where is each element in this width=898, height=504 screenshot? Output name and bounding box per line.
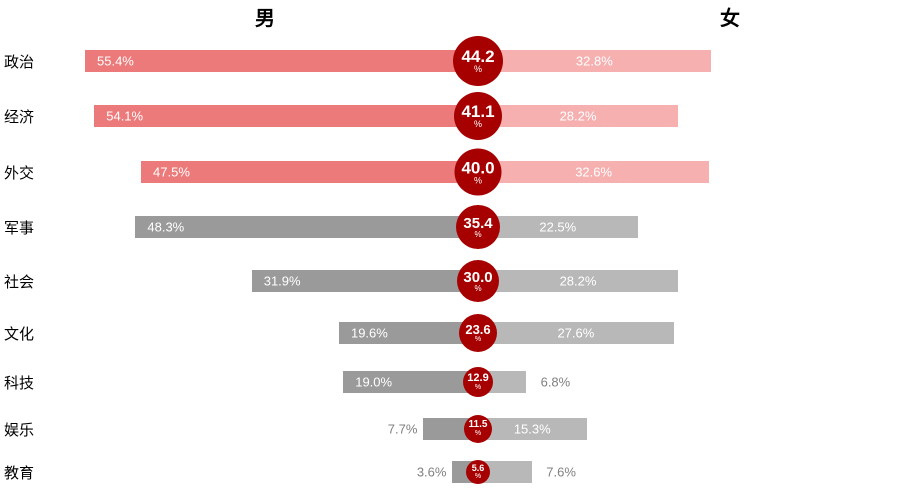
category-label: 外交 (4, 162, 34, 183)
center-value: 44.2 (461, 48, 494, 65)
percent-sign: % (474, 120, 482, 129)
rows: 政治 55.4% 32.8% 44.2% 经济 54.1% 28.2% 41.1% 外交 47.5… (0, 0, 898, 504)
bar-male: 55.4% (85, 50, 478, 72)
bar-female-label: 6.8% (541, 374, 571, 389)
bar-male-label: 7.7% (388, 421, 424, 436)
percent-sign: % (474, 285, 481, 293)
bar-male-label: 3.6% (417, 465, 453, 480)
bar-female: 27.6% (478, 322, 674, 344)
center-circle: 5.6% (466, 460, 490, 484)
center-circle: 30.0% (457, 260, 499, 302)
bar-male: 47.5% (141, 161, 478, 183)
percent-sign: % (475, 384, 481, 391)
bar-male-label: 19.6% (351, 325, 388, 340)
percent-sign: % (474, 231, 481, 239)
percent-sign: % (475, 336, 481, 343)
bar-male-label: 55.4% (97, 54, 134, 69)
center-circle: 44.2% (453, 36, 503, 86)
center-value: 41.1 (461, 103, 494, 120)
bar-male: 54.1% (94, 105, 478, 127)
bar-male: 19.0% (343, 371, 478, 393)
bar-male: 48.3% (135, 216, 478, 238)
percent-sign: % (475, 430, 481, 437)
category-label: 科技 (4, 372, 34, 393)
diverging-bar-chart: 男 女 政治55.4%32.8%44.2%经济54.1%28.2%41.1%外交… (0, 0, 898, 504)
bar-female: 28.2% (478, 105, 678, 127)
category-label: 文化 (4, 323, 34, 344)
bar-male-label: 48.3% (147, 220, 184, 235)
center-value: 30.0 (463, 270, 492, 285)
bar-female-label: 32.6% (575, 165, 612, 180)
bar-female-label: 27.6% (557, 325, 594, 340)
bar-female: 22.5% (478, 216, 638, 238)
center-value: 12.9 (467, 373, 488, 384)
center-value: 23.6 (465, 323, 490, 336)
bar-female-label: 32.8% (576, 54, 613, 69)
bar-male-label: 31.9% (264, 274, 301, 289)
bar-male-label: 47.5% (153, 165, 190, 180)
center-circle: 12.9% (463, 367, 493, 397)
center-value: 5.6 (472, 464, 485, 473)
bar-female: 28.2% (478, 270, 678, 292)
bar-female: 32.8% (478, 50, 711, 72)
bar-female-label: 28.2% (560, 109, 597, 124)
category-label: 军事 (4, 217, 34, 238)
bar-female: 32.6% (478, 161, 709, 183)
percent-sign: % (474, 65, 482, 74)
center-circle: 35.4% (456, 205, 500, 249)
center-circle: 23.6% (459, 314, 497, 352)
bar-female: 15.3% (478, 418, 587, 440)
center-value: 35.4 (463, 216, 492, 231)
center-value: 40.0 (461, 159, 494, 176)
center-circle: 11.5% (464, 415, 492, 443)
center-value: 11.5 (469, 420, 488, 430)
bar-male-label: 54.1% (106, 109, 143, 124)
bar-female-label: 15.3% (514, 421, 551, 436)
bar-male: 19.6% (339, 322, 478, 344)
bar-female-label: 22.5% (539, 220, 576, 235)
percent-sign: % (474, 176, 482, 185)
bar-male-label: 19.0% (355, 374, 392, 389)
bar-male: 31.9% (252, 270, 478, 292)
category-label: 经济 (4, 106, 34, 127)
category-label: 社会 (4, 271, 34, 292)
percent-sign: % (475, 473, 481, 480)
bar-female-label: 28.2% (560, 274, 597, 289)
category-label: 教育 (4, 462, 34, 483)
center-circle: 41.1% (454, 92, 502, 140)
category-label: 娱乐 (4, 419, 34, 440)
category-label: 政治 (4, 51, 34, 72)
bar-female-label: 7.6% (546, 465, 576, 480)
center-circle: 40.0% (455, 149, 502, 196)
